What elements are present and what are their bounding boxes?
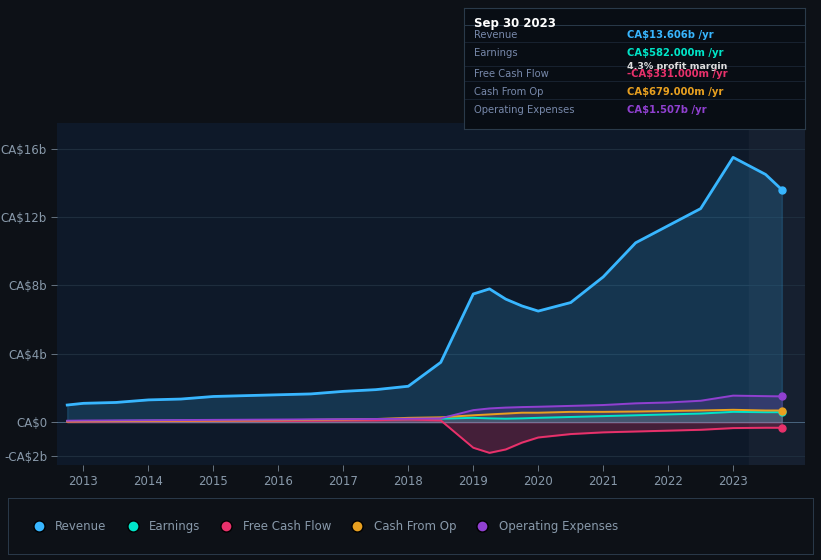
Text: Revenue: Revenue — [474, 30, 517, 40]
Text: Free Cash Flow: Free Cash Flow — [474, 69, 548, 78]
Text: -CA$331.000m /yr: -CA$331.000m /yr — [627, 69, 728, 78]
Legend: Revenue, Earnings, Free Cash Flow, Cash From Op, Operating Expenses: Revenue, Earnings, Free Cash Flow, Cash … — [22, 515, 623, 538]
Text: CA$1.507b /yr: CA$1.507b /yr — [627, 105, 707, 115]
Text: Operating Expenses: Operating Expenses — [474, 105, 575, 115]
Bar — [750, 123, 805, 465]
Text: CA$582.000m /yr: CA$582.000m /yr — [627, 48, 724, 58]
Text: Sep 30 2023: Sep 30 2023 — [474, 17, 556, 30]
Text: CA$13.606b /yr: CA$13.606b /yr — [627, 30, 714, 40]
Text: Cash From Op: Cash From Op — [474, 87, 544, 97]
Text: Earnings: Earnings — [474, 48, 518, 58]
Text: CA$679.000m /yr: CA$679.000m /yr — [627, 87, 724, 97]
Text: 4.3% profit margin: 4.3% profit margin — [627, 62, 727, 71]
